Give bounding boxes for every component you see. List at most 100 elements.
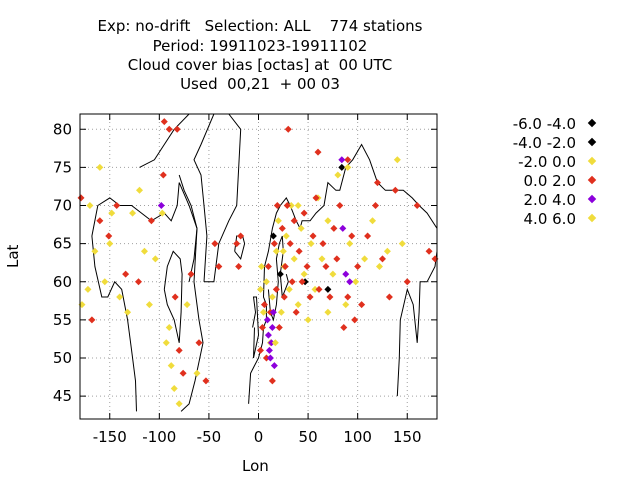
station-point (346, 278, 354, 286)
legend-item: 2.0 4.0 (480, 190, 598, 209)
station-point (275, 324, 283, 331)
legend-symbol (587, 194, 598, 205)
legend-label: -4.0 -2.0 (512, 133, 576, 152)
station-point (140, 247, 148, 255)
chart-title-line-3: Cloud cover bias [octas] at 00 UTC (127, 56, 393, 74)
station-point (268, 377, 276, 385)
station-point (306, 293, 314, 301)
station-point (264, 263, 272, 270)
station-point (361, 255, 369, 263)
station-point (91, 247, 99, 255)
y-tick-label: 65 (53, 235, 72, 253)
station-point (195, 339, 203, 347)
station-point (346, 240, 354, 248)
station-point (158, 209, 166, 217)
station-point (193, 369, 201, 377)
x-tick-label: -100 (142, 428, 176, 446)
station-point (393, 156, 401, 164)
station-point (344, 163, 352, 171)
y-tick-label: 75 (53, 158, 72, 176)
legend-marker (587, 137, 597, 146)
station-point (159, 171, 167, 179)
station-point (136, 186, 143, 194)
station-point (318, 255, 326, 263)
station-point (290, 217, 298, 225)
station-point (324, 285, 332, 293)
chart-title-line-2: Period: 19911023-19911102 (152, 37, 368, 55)
station-point (358, 301, 366, 309)
legend-item: 4.0 6.0 (480, 209, 598, 228)
station-point (277, 308, 285, 316)
station-point (288, 278, 296, 286)
station-point (340, 324, 348, 331)
station-point (314, 148, 322, 156)
station-point (145, 301, 153, 309)
coastline-path (396, 251, 438, 397)
station-point (259, 308, 267, 316)
station-point (256, 346, 264, 354)
station-point (268, 324, 276, 331)
legend-item: -6.0 -4.0 (480, 114, 598, 133)
station-point (276, 270, 284, 278)
legend-item: -4.0 -2.0 (480, 133, 598, 152)
station-point (300, 209, 308, 217)
station-point (342, 270, 350, 278)
station-point (84, 285, 92, 293)
station-point (378, 255, 386, 263)
station-point (258, 324, 266, 331)
station-point (108, 209, 116, 217)
station-point (262, 354, 270, 362)
legend-label: 0.0 2.0 (523, 171, 576, 190)
x-tick-label: -150 (93, 428, 127, 446)
y-tick-label: 55 (53, 311, 72, 329)
station-point (312, 194, 320, 202)
station-point (165, 125, 173, 133)
station-point (292, 308, 300, 316)
station-point (339, 224, 347, 232)
station-point (403, 278, 411, 286)
station-point (354, 263, 362, 270)
station-point (385, 293, 393, 301)
station-point (264, 331, 272, 339)
station-point (269, 308, 277, 316)
station-point (173, 125, 181, 133)
coastline-path (252, 296, 260, 359)
coastline-path (193, 113, 242, 283)
station-point (286, 240, 294, 248)
station-point (215, 263, 223, 270)
legend-symbol (587, 137, 598, 148)
station-point (105, 232, 113, 240)
station-point (116, 293, 124, 301)
legend-item: 0.0 2.0 (480, 171, 598, 190)
station-point (348, 232, 356, 240)
y-tick-label: 60 (53, 273, 72, 291)
station-point (262, 278, 270, 286)
station-point (129, 209, 137, 217)
station-point (284, 125, 292, 133)
station-point (326, 293, 334, 301)
station-point (175, 346, 183, 354)
legend: -6.0 -4.0 -4.0 -2.0 -2.0 0.0 0.0 2.0 2.0… (480, 114, 598, 228)
station-point (113, 202, 121, 209)
station-point (298, 278, 306, 286)
station-point (425, 247, 433, 255)
station-point (211, 240, 219, 248)
station-point (342, 301, 350, 309)
y-tick-label: 45 (53, 387, 72, 405)
coastline-path (91, 235, 137, 412)
station-point (283, 202, 291, 209)
station-point (374, 179, 381, 187)
station-point (170, 385, 178, 392)
station-point (267, 339, 275, 347)
station-point (336, 202, 344, 209)
station-point (375, 263, 383, 270)
station-point (413, 202, 421, 209)
station-point (77, 194, 85, 202)
station-point (270, 362, 278, 370)
station-point (272, 247, 280, 255)
station-point (282, 232, 290, 240)
station-point (369, 217, 377, 225)
chart-title-line-1: Exp: no-drift Selection: ALL 774 station… (97, 17, 423, 35)
station-point (352, 278, 360, 286)
station-point (304, 316, 312, 324)
